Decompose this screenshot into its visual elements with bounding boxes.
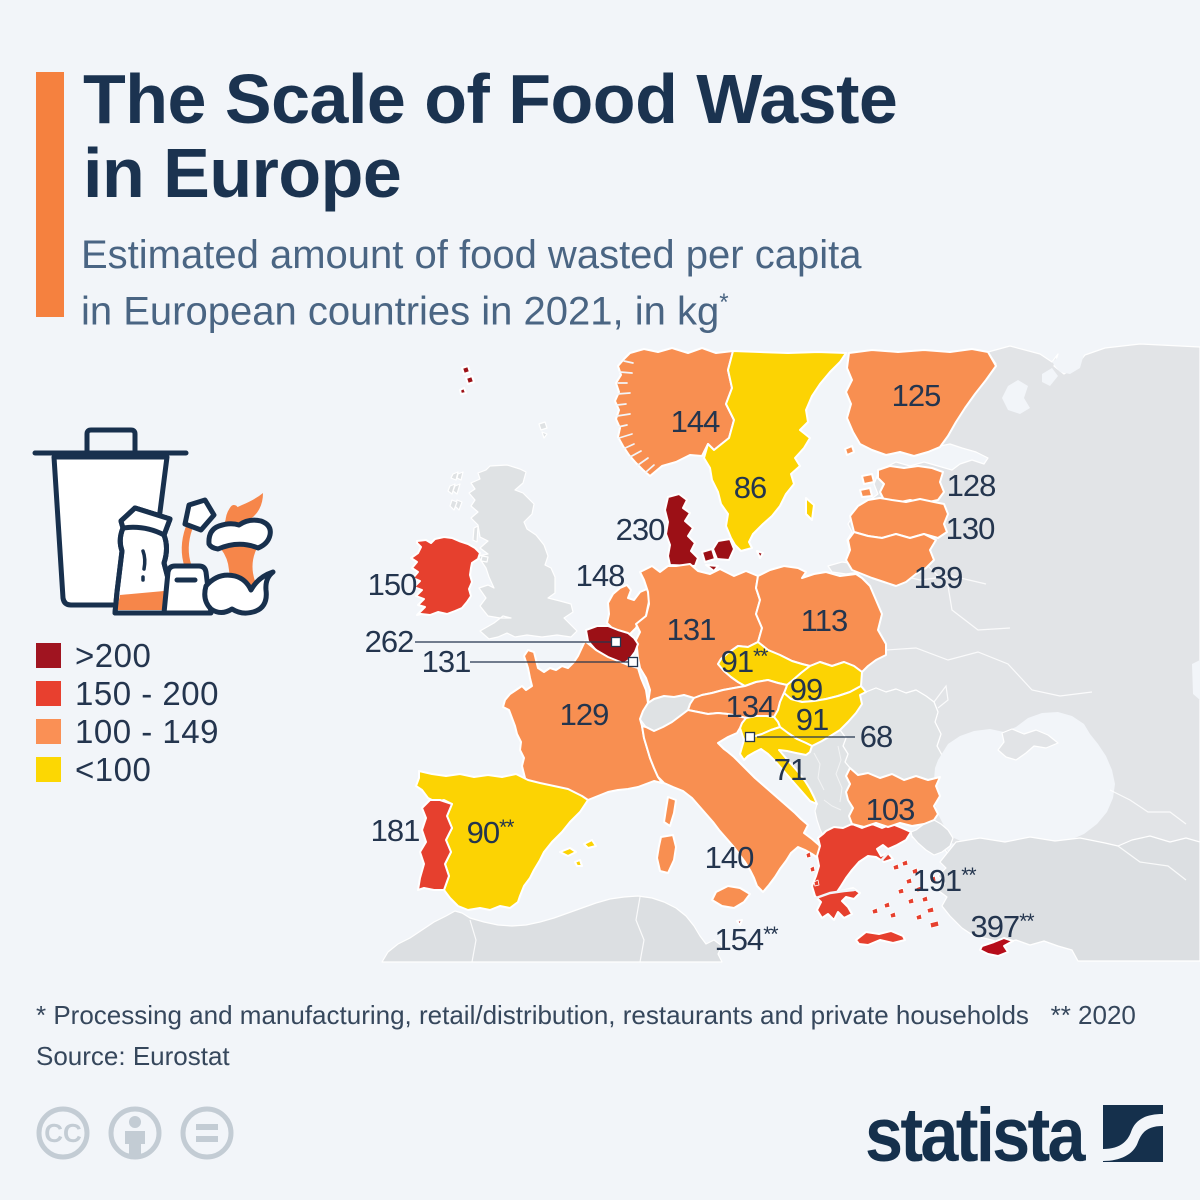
svg-text:230: 230 [616,512,665,547]
svg-text:113: 113 [801,603,847,638]
svg-text:140: 140 [705,840,754,875]
svg-text:103: 103 [866,792,915,827]
svg-text:86: 86 [734,470,766,505]
svg-text:131: 131 [422,644,471,679]
svg-text:154**: 154** [714,922,778,957]
svg-text:125: 125 [892,378,941,413]
svg-text:144: 144 [671,404,720,439]
svg-text:91: 91 [796,702,828,737]
svg-text:CC: CC [44,1118,82,1148]
svg-text:150: 150 [368,567,417,602]
svg-text:191**: 191** [912,863,976,898]
svg-text:131: 131 [667,612,716,647]
svg-text:139: 139 [914,560,963,595]
svg-text:129: 129 [560,697,609,732]
svg-text:99: 99 [790,672,822,707]
svg-text:128: 128 [947,468,996,503]
svg-text:181: 181 [371,813,420,848]
svg-text:71: 71 [774,752,806,787]
svg-text:130: 130 [946,511,995,546]
svg-text:262: 262 [365,624,414,659]
svg-text:68: 68 [860,719,892,754]
svg-text:134: 134 [726,689,775,724]
svg-text:148: 148 [576,558,625,593]
